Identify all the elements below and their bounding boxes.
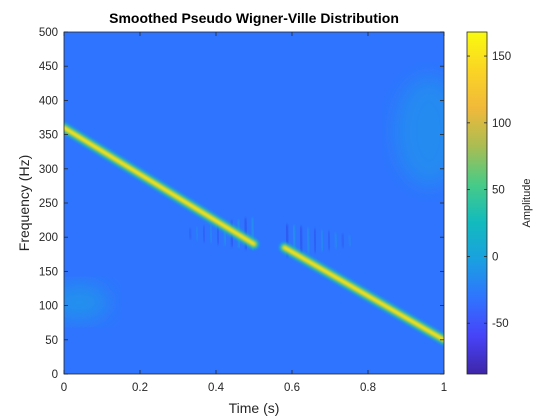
y-tick-label: 200 bbox=[39, 232, 58, 244]
interference-fringe bbox=[209, 224, 213, 244]
colorbar-gradient bbox=[467, 32, 487, 374]
x-tick-label: 1 bbox=[441, 382, 447, 394]
colorbar: -50 0 50 100 150 Amplitude bbox=[466, 31, 533, 375]
y-tick-label: 150 bbox=[39, 266, 58, 278]
x-tick-label: 0 bbox=[61, 382, 67, 394]
interference-fringe bbox=[340, 233, 345, 248]
colorbar-tick-label: 150 bbox=[492, 51, 511, 63]
y-axis-title: Frequency (Hz) bbox=[16, 155, 32, 251]
interference-fringe bbox=[299, 226, 304, 255]
x-tick-label: 0.6 bbox=[284, 382, 300, 394]
heatmap-features bbox=[64, 76, 444, 346]
y-tick-label: 50 bbox=[45, 335, 58, 347]
colorbar-label: Amplitude bbox=[521, 179, 533, 228]
interference-fringe bbox=[195, 226, 199, 241]
y-tick-label: 0 bbox=[52, 369, 58, 381]
heatmap-background bbox=[64, 32, 444, 374]
chart-title: Smoothed Pseudo Wigner-Ville Distributio… bbox=[109, 10, 399, 26]
y-axis: 0 50 100 150 200 250 300 350 400 450 500 bbox=[39, 27, 444, 381]
interference-fringe bbox=[347, 234, 352, 247]
background-patch bbox=[394, 76, 444, 187]
colorbar-tick-label: 50 bbox=[492, 185, 505, 197]
interference-fringe bbox=[320, 230, 324, 252]
colorbar-tick-label: 100 bbox=[492, 118, 511, 130]
colorbar-frame bbox=[466, 31, 488, 375]
chirp-component bbox=[64, 122, 260, 250]
plot-area bbox=[63, 31, 445, 375]
interference-fringe bbox=[202, 225, 206, 242]
interference-fringe bbox=[188, 228, 192, 240]
y-tick-label: 400 bbox=[39, 95, 58, 107]
interference-fringe bbox=[334, 232, 338, 249]
interference-fringe bbox=[306, 227, 310, 254]
y-tick-label: 500 bbox=[39, 27, 58, 39]
y-tick-label: 350 bbox=[39, 130, 58, 142]
background-patch bbox=[64, 284, 110, 321]
y-tick-label: 250 bbox=[39, 198, 58, 210]
y-tick-label: 450 bbox=[39, 61, 58, 73]
colorbar-tick-label: 0 bbox=[492, 251, 498, 263]
interference-fringe bbox=[327, 231, 331, 250]
interference-fringe bbox=[313, 228, 317, 253]
chirp-component bbox=[278, 241, 444, 346]
colorbar-tick-label: -50 bbox=[492, 318, 509, 330]
y-tick-label: 300 bbox=[39, 164, 58, 176]
x-tick-label: 0.2 bbox=[132, 382, 148, 394]
y-tick-label: 100 bbox=[39, 301, 58, 313]
x-axis: 0 0.2 0.4 0.6 0.8 1 bbox=[61, 32, 447, 394]
x-tick-label: 0.4 bbox=[208, 382, 225, 394]
x-tick-label: 0.8 bbox=[360, 382, 376, 394]
colorbar-ticks: -50 0 50 100 150 bbox=[467, 51, 511, 330]
x-axis-title: Time (s) bbox=[229, 400, 280, 416]
